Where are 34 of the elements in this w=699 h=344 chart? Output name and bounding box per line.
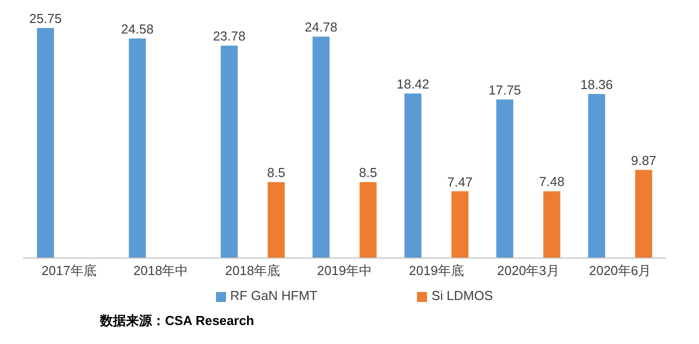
x-tick-label: 2020年3月 bbox=[497, 263, 560, 278]
bar bbox=[360, 182, 377, 258]
data-label: 18.42 bbox=[396, 76, 430, 92]
data-label: 8.5 bbox=[267, 165, 286, 180]
bar bbox=[451, 191, 468, 258]
bar bbox=[588, 94, 606, 258]
data-label: 24.78 bbox=[304, 20, 338, 35]
x-tick-label: 2017年底 bbox=[41, 263, 96, 278]
data-label: 7.47 bbox=[447, 174, 473, 190]
data-label: 17.75 bbox=[488, 82, 522, 98]
legend-label: RF GaN HFMT bbox=[230, 288, 318, 303]
bar bbox=[268, 182, 285, 258]
bar bbox=[128, 38, 146, 258]
data-label: 7.48 bbox=[539, 174, 564, 190]
data-label: 23.78 bbox=[212, 28, 246, 44]
bar bbox=[635, 170, 652, 258]
bar bbox=[37, 28, 54, 258]
x-tick-label: 2019年中 bbox=[317, 263, 372, 278]
bar bbox=[496, 99, 514, 258]
data-label: 9.87 bbox=[630, 152, 656, 168]
data-label: 18.36 bbox=[580, 77, 613, 92]
x-tick-label: 2020年6月 bbox=[588, 263, 652, 278]
data-label: 8.5 bbox=[359, 165, 378, 180]
legend-label: Si LDMOS bbox=[431, 288, 493, 303]
bar bbox=[404, 93, 422, 258]
bar bbox=[312, 36, 330, 258]
source-note: 数据来源：CSA Research bbox=[100, 312, 254, 330]
bar bbox=[220, 46, 238, 258]
x-tick-label: 2018年中 bbox=[133, 263, 188, 278]
x-tick-label: 2018年底 bbox=[225, 263, 280, 278]
bar bbox=[543, 191, 560, 258]
x-tick-label: 2019年底 bbox=[408, 263, 464, 278]
data-label: 25.75 bbox=[29, 11, 62, 26]
data-label: 24.58 bbox=[121, 21, 154, 36]
